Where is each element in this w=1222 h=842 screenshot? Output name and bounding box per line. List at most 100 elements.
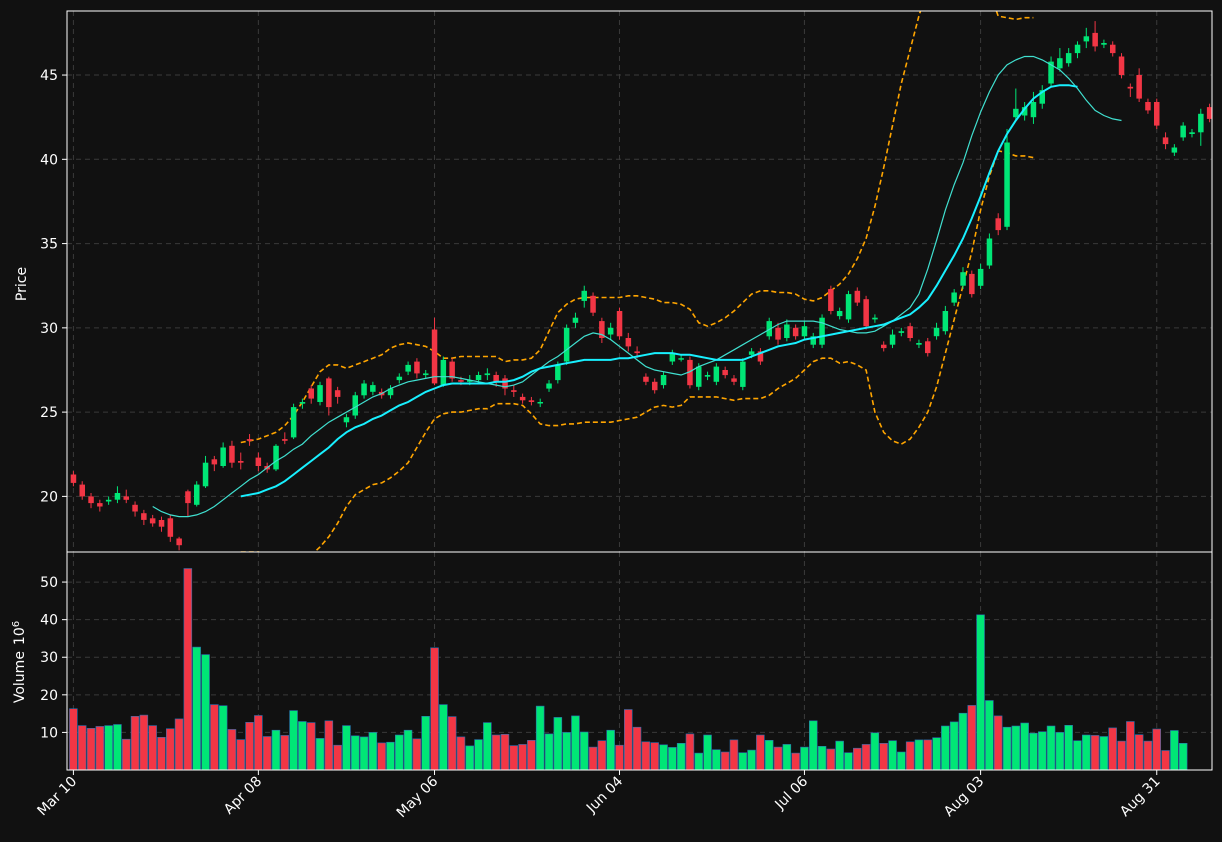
candle-body	[1118, 56, 1125, 75]
volume-bar	[606, 729, 615, 770]
volume-bar	[562, 732, 571, 770]
volume-bar	[1152, 728, 1162, 770]
volume-bar	[852, 747, 862, 770]
candle-body	[370, 385, 376, 392]
candle-body	[405, 364, 411, 372]
candle-body	[423, 373, 429, 376]
volume-bar	[694, 752, 703, 770]
volume-bar	[359, 736, 369, 770]
candle-body	[572, 317, 579, 323]
candle-body	[889, 334, 896, 345]
volume-bar	[271, 729, 281, 770]
volume-bar	[923, 739, 932, 770]
volume-bar	[465, 745, 474, 770]
volume-bar	[245, 721, 254, 770]
volume-bar	[315, 738, 325, 770]
candle-body	[484, 373, 491, 376]
candle-body	[713, 366, 720, 382]
candle-body	[563, 327, 570, 362]
volume-bar	[747, 749, 756, 770]
volume-tick-label: 10	[40, 725, 58, 741]
volume-bar	[1038, 731, 1047, 770]
volume-bar	[236, 739, 246, 770]
candle-body	[925, 341, 931, 354]
candle-body	[1065, 53, 1072, 64]
volume-bar	[668, 747, 677, 770]
volume-bar	[967, 705, 976, 770]
candle-body	[352, 395, 358, 416]
candle-body	[387, 388, 394, 396]
candle-body	[79, 484, 85, 497]
candle-body	[273, 445, 279, 470]
volume-bar	[861, 744, 871, 770]
candle-body	[801, 326, 808, 337]
candle-body	[933, 327, 940, 337]
candle-body	[528, 400, 535, 402]
candle-body	[775, 327, 781, 340]
volume-bar	[139, 714, 149, 770]
candle-body	[132, 504, 138, 512]
volume-bar	[641, 741, 651, 770]
candle-body	[194, 484, 200, 505]
volume-bar	[350, 735, 360, 770]
candle-body	[149, 518, 156, 524]
volume-bar	[157, 736, 166, 770]
candle-body	[669, 353, 676, 362]
volume-bar	[579, 731, 589, 770]
candle-body	[986, 238, 993, 266]
volume-bar	[588, 746, 598, 770]
volume-bar	[782, 744, 792, 770]
candle-body	[731, 378, 737, 382]
candle-body	[881, 344, 887, 349]
candle-body	[282, 439, 288, 441]
candle-body	[238, 461, 244, 463]
candle-body	[105, 499, 112, 502]
price-tick-label: 20	[40, 489, 58, 505]
candle-body	[317, 385, 323, 402]
candle-body	[1074, 44, 1081, 54]
volume-bar	[447, 716, 457, 770]
volume-bar	[659, 744, 668, 770]
volume-bar	[720, 751, 730, 770]
volume-bar	[394, 734, 404, 770]
volume-bar	[932, 737, 941, 770]
volume-bar	[527, 739, 536, 770]
volume-frame	[66, 551, 1213, 771]
candle-body	[784, 324, 790, 338]
price-axis-label: Price	[14, 267, 30, 301]
candle-body	[308, 388, 314, 399]
volume-bar	[201, 654, 210, 770]
candle-body	[141, 513, 147, 520]
candle-body	[678, 358, 684, 360]
volume-panel	[69, 568, 1188, 770]
volume-axis-label-text: Volume	[12, 651, 28, 703]
volume-bar	[976, 614, 985, 770]
candle-body	[590, 295, 596, 313]
candle-body	[167, 518, 174, 537]
volume-bar	[386, 741, 395, 770]
volume-bar	[77, 725, 87, 770]
candle-body	[748, 351, 755, 355]
volume-bar	[148, 725, 157, 770]
volume-bar	[491, 734, 501, 770]
volume-bar	[791, 752, 800, 770]
volume-bar	[535, 705, 545, 770]
candle-body	[440, 359, 447, 386]
volume-bar	[553, 717, 563, 770]
candle-body	[1110, 44, 1116, 54]
volume-bar	[914, 739, 924, 770]
volume-bar	[280, 735, 289, 770]
price-panel	[70, 11, 1212, 552]
volume-bar	[615, 744, 624, 770]
candle-body	[660, 375, 667, 386]
volume-bar	[113, 724, 122, 770]
volume-tick-label: 30	[40, 650, 58, 666]
volume-bar	[623, 709, 633, 770]
candle-body	[1030, 102, 1037, 118]
volume-bar	[430, 647, 439, 770]
volume-bar	[1073, 740, 1082, 770]
candle-body	[687, 359, 693, 386]
volume-bar	[941, 725, 950, 770]
volume-bar	[324, 720, 334, 770]
